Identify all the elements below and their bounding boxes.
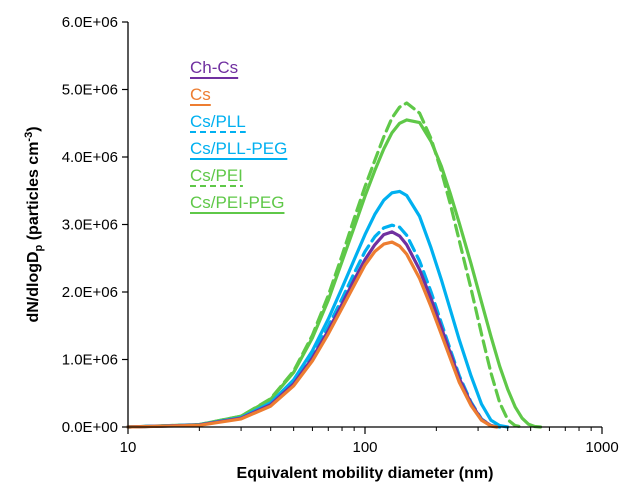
legend-label: Cs xyxy=(190,85,211,104)
y-axis-title-main: dN/dlogD xyxy=(25,251,42,322)
y-axis-title-sup: -3 xyxy=(23,132,35,142)
legend-label: Cs/PEI xyxy=(190,166,243,185)
y-tick-label: 3.0E+06 xyxy=(62,217,118,234)
series-line-cs-pei-peg xyxy=(126,118,543,429)
legend: Ch-Cs Cs Cs/PLL Cs/PLL-PEG Cs/PEI Cs/PEI-PEG xyxy=(190,58,288,214)
y-tick-label: 6.0E+06 xyxy=(62,14,118,31)
y-tick-label: 2.0E+06 xyxy=(62,284,118,301)
plot-lines xyxy=(126,101,543,429)
x-ticks: 10 100 1000 xyxy=(120,427,619,456)
series-line-cs-pll xyxy=(126,223,502,429)
series-line-cs xyxy=(126,240,499,429)
legend-label: Cs/PLL xyxy=(190,112,246,131)
y-tick-label: 5.0E+06 xyxy=(62,82,118,99)
y-axis-title-close: ) xyxy=(25,126,42,131)
series-line-cs-pei xyxy=(126,101,524,429)
x-tick-label: 10 xyxy=(120,439,137,456)
x-tick-label: 100 xyxy=(352,439,377,456)
y-tick-label: 1.0E+06 xyxy=(62,352,118,369)
y-tick-label: 4.0E+06 xyxy=(62,149,118,166)
y-axis-title: dN/dlogDp (particles cm-3) xyxy=(23,126,45,322)
x-tick-label: 1000 xyxy=(585,439,618,456)
y-axis-title-sub: p xyxy=(33,244,45,251)
legend-label: Ch-Cs xyxy=(190,58,238,77)
y-axis-title-tail: (particles cm xyxy=(25,142,42,245)
legend-label: Cs/PLL-PEG xyxy=(190,139,287,158)
x-axis-title: Equivalent mobility diameter (nm) xyxy=(237,465,494,482)
y-ticks: 0.0E+00 1.0E+06 2.0E+06 3.0E+06 4.0E+06 5.0E+… xyxy=(62,14,128,436)
series-line-ch-cs xyxy=(126,230,499,429)
y-tick-label: 0.0E+00 xyxy=(62,419,118,436)
axes: 0.0E+00 1.0E+06 2.0E+06 3.0E+06 4.0E+06 5.0E+… xyxy=(62,14,619,456)
series-line-cs-pll-peg xyxy=(126,189,510,429)
legend-label: Cs/PEI-PEG xyxy=(190,193,284,212)
